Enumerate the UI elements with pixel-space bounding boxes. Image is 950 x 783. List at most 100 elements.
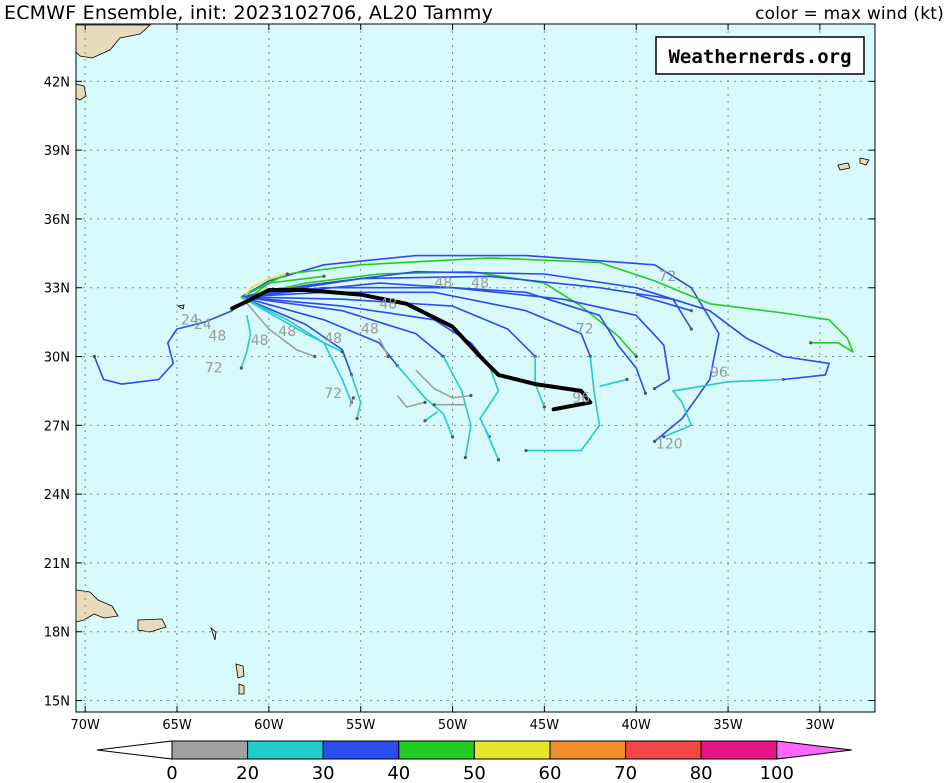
ensemble-track bbox=[93, 309, 233, 385]
forecast-hour-label: 24 bbox=[194, 317, 212, 333]
ensemble-track bbox=[240, 315, 252, 369]
land-puerto-rico bbox=[137, 618, 167, 633]
colorbar-label: 20 bbox=[236, 763, 259, 783]
forecast-hour-label: 120 bbox=[656, 436, 683, 452]
colorbar-label: 0 bbox=[166, 763, 177, 783]
ensemble-mean-track bbox=[230, 288, 593, 412]
lon-tick-label: 30W bbox=[805, 718, 835, 733]
forecast-hour-label: 48 bbox=[361, 322, 379, 338]
track-end-marker bbox=[469, 393, 473, 398]
colorbar-label: 60 bbox=[539, 763, 562, 783]
forecast-hour-label: 48 bbox=[209, 328, 227, 344]
ensemble-track bbox=[415, 369, 471, 399]
land-masses bbox=[75, 24, 870, 695]
ensemble-track bbox=[479, 365, 500, 438]
colorbar-bin bbox=[625, 740, 702, 760]
ensemble-track bbox=[599, 378, 628, 388]
track-end-marker bbox=[423, 400, 427, 404]
ensemble-track bbox=[635, 293, 692, 312]
lon-tick-label: 70W bbox=[70, 718, 100, 733]
colorbar-over-arrow bbox=[776, 740, 852, 760]
track-end-marker bbox=[689, 309, 693, 313]
lon-tick-label: 60W bbox=[254, 718, 284, 733]
forecast-hour-label: 72 bbox=[576, 322, 594, 338]
ensemble-track bbox=[241, 296, 444, 358]
track-end-marker bbox=[643, 391, 648, 395]
forecast-hour-label: 96 bbox=[710, 365, 728, 381]
ensemble-track bbox=[396, 395, 426, 408]
colorbar-under-arrow bbox=[96, 740, 173, 760]
ensemble-track bbox=[240, 296, 343, 353]
track-end-marker bbox=[809, 341, 813, 345]
track-end-marker bbox=[450, 435, 455, 439]
land-azores-2 bbox=[859, 157, 870, 166]
land-bermuda bbox=[176, 304, 185, 310]
lat-tick-label: 30N bbox=[44, 351, 70, 366]
lon-tick-label: 40W bbox=[622, 718, 652, 733]
track-end-marker bbox=[92, 354, 96, 359]
track-end-marker bbox=[239, 366, 243, 370]
colorbar-label: 50 bbox=[463, 763, 486, 783]
land-antilles-3 bbox=[210, 626, 217, 641]
colorbar-bin bbox=[322, 740, 400, 760]
track-end-marker bbox=[355, 416, 359, 421]
ensemble-track bbox=[442, 356, 472, 458]
lat-tick-label: 24N bbox=[44, 488, 70, 503]
forecast-hour-label: 48 bbox=[278, 324, 296, 340]
forecast-hour-label: 72 bbox=[324, 386, 342, 402]
ensemble-track bbox=[241, 270, 830, 381]
track-end-marker bbox=[322, 274, 326, 278]
colorbar-bin bbox=[171, 740, 249, 760]
track-end-marker bbox=[652, 439, 657, 443]
ensemble-track bbox=[348, 397, 355, 408]
lat-tick-label: 36N bbox=[44, 213, 70, 228]
ensemble-track bbox=[241, 296, 399, 367]
forecast-hour-label: 72 bbox=[205, 361, 223, 377]
land-cape-breton bbox=[75, 83, 87, 101]
track-end-marker bbox=[542, 405, 546, 409]
colorbar-bin bbox=[247, 740, 324, 760]
lon-tick-label: 65W bbox=[162, 718, 192, 733]
ensemble-track bbox=[241, 291, 592, 357]
colorbar-bin bbox=[549, 740, 627, 760]
track-end-marker bbox=[423, 419, 427, 423]
track-end-marker bbox=[313, 354, 317, 359]
lon-tick-label: 55W bbox=[346, 718, 376, 733]
watermark-text: Weathernerds.org bbox=[668, 46, 851, 68]
track-end-marker bbox=[689, 327, 693, 331]
colorbar-unit-note: color = max wind (kt) bbox=[755, 4, 944, 24]
ensemble-track bbox=[526, 356, 601, 452]
track-end-marker bbox=[662, 435, 666, 439]
ensemble-track bbox=[378, 337, 390, 357]
lon-tick-label: 45W bbox=[530, 718, 560, 733]
colorbar-label: 80 bbox=[690, 763, 713, 783]
track-end-marker bbox=[634, 354, 638, 359]
lat-tick-label: 42N bbox=[44, 75, 70, 90]
ensemble-track bbox=[241, 286, 671, 390]
mean-track-line bbox=[230, 288, 593, 412]
ensemble-track bbox=[240, 254, 720, 443]
ensemble-track bbox=[350, 374, 362, 419]
lon-tick-label: 50W bbox=[438, 718, 468, 733]
forecast-hour-label: 24 bbox=[181, 312, 199, 328]
land-azores-1 bbox=[837, 162, 851, 171]
colorbar: 0 20 30 40 50 60 70 80 100 bbox=[96, 740, 852, 783]
ensemble-tracks bbox=[92, 254, 854, 462]
land-hispaniola bbox=[75, 589, 119, 623]
land-nova-scotia bbox=[75, 24, 152, 59]
track-end-marker bbox=[432, 403, 436, 407]
ocean-background bbox=[75, 23, 876, 713]
forecast-hour-label: 48 bbox=[471, 276, 489, 292]
axis-ticks: 15N 18N 21N 24N 27N 30N 33N 36N 39N 42N 70W 65W 60W 5… bbox=[44, 24, 875, 733]
lat-tick-label: 18N bbox=[44, 626, 70, 641]
lat-tick-label: 15N bbox=[44, 695, 70, 710]
colorbar-label: 100 bbox=[760, 763, 794, 783]
lat-tick-label: 39N bbox=[44, 144, 70, 159]
track-end-marker bbox=[625, 377, 629, 382]
chart-title: ECMWF Ensemble, init: 2023102706, AL20 T… bbox=[4, 2, 494, 24]
forecast-hour-label: 48 bbox=[379, 296, 397, 312]
track-end-marker bbox=[496, 458, 501, 462]
colorbar-label: 40 bbox=[387, 763, 410, 783]
forecast-hour-label: 48 bbox=[251, 333, 269, 349]
